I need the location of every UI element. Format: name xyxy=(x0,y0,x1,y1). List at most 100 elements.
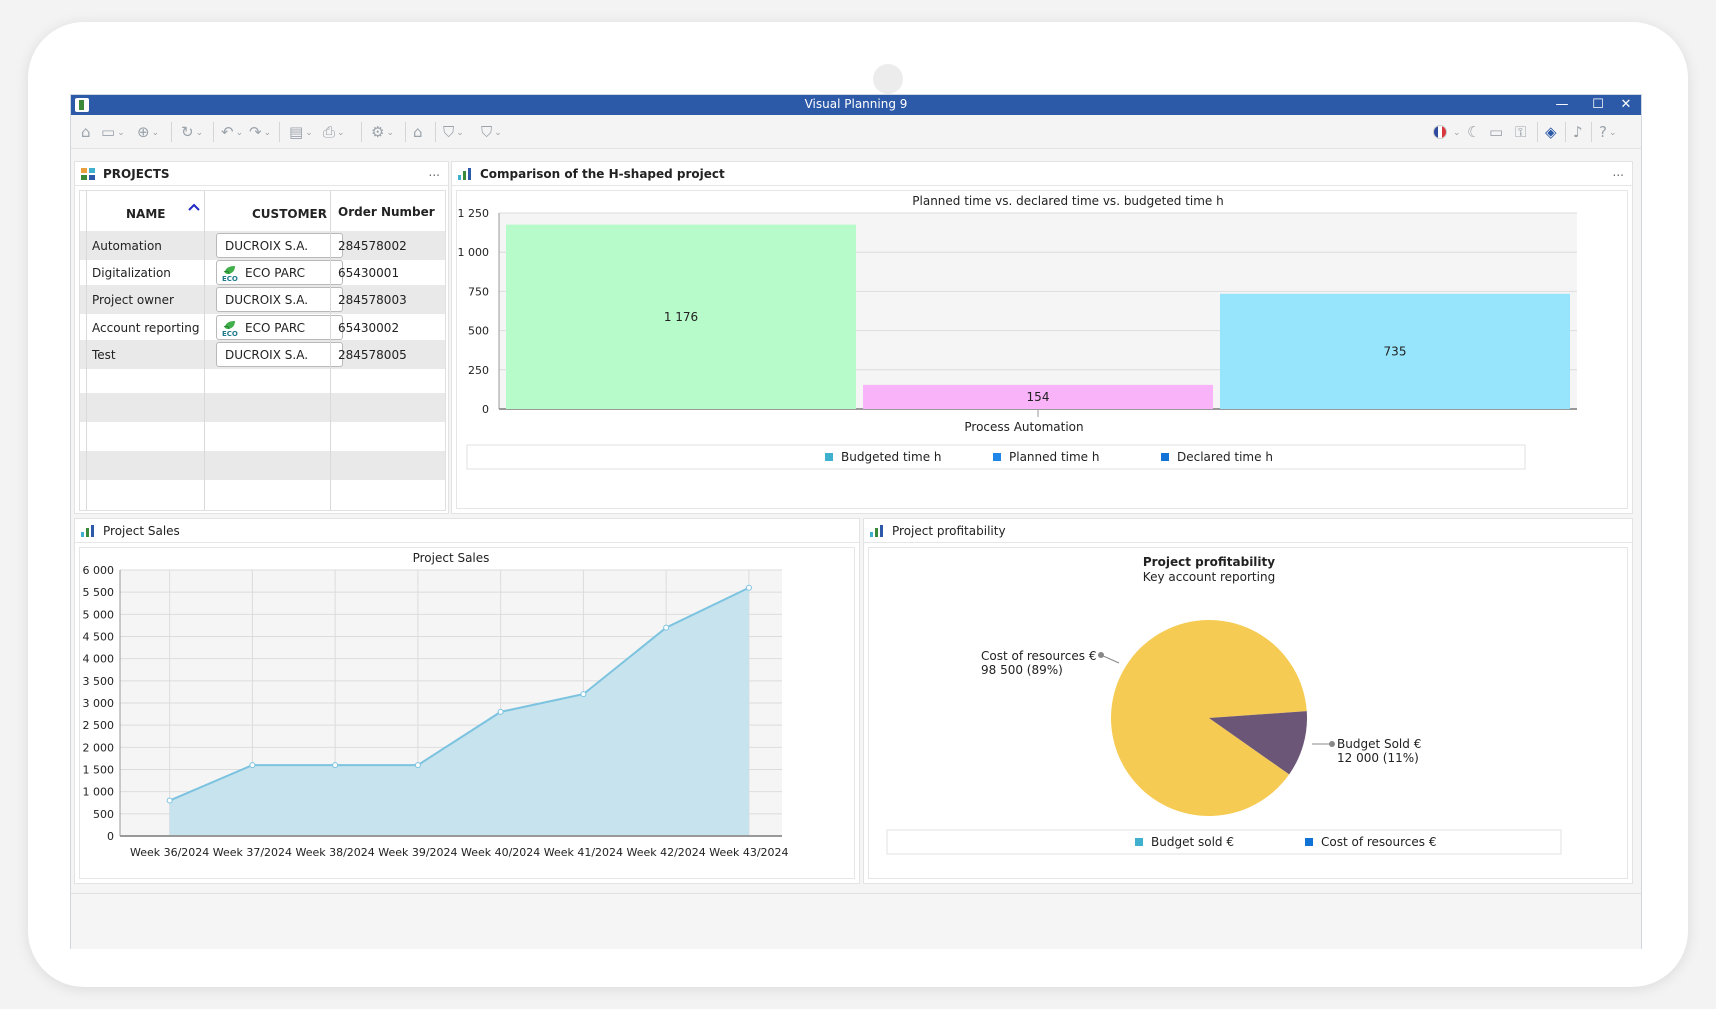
table-row[interactable]: Project owner DUCROIX S.A. 284578003 xyxy=(80,285,445,314)
data-point xyxy=(166,797,173,804)
customer-field[interactable]: ECO ECO PARC xyxy=(216,260,343,285)
chat-icon[interactable]: ◈ xyxy=(1545,123,1557,141)
language-flag-icon[interactable] xyxy=(1433,125,1447,139)
data-point xyxy=(745,584,752,591)
comparison-more-button[interactable]: ... xyxy=(1612,165,1624,179)
maximize-button[interactable]: ☐ xyxy=(1592,97,1604,112)
y-tick-label: 5 500 xyxy=(83,586,115,599)
legend-box xyxy=(886,829,1562,855)
profitability-panel-title: Project profitability xyxy=(892,524,1006,538)
save-icon[interactable]: ▭ ⌄ xyxy=(101,123,125,141)
night-mode-icon[interactable]: ☾ xyxy=(1467,123,1481,141)
dashboard-area: PROJECTS ... NAME CUSTOMER Order Number … xyxy=(71,149,1641,949)
table-row[interactable]: Account reporting ECO ECO PARC 65430002 xyxy=(80,313,445,342)
toolbar-divider xyxy=(171,122,172,142)
window-icon[interactable]: ▭ xyxy=(1489,123,1504,141)
profitability-panel: Project profitability Project profitabil… xyxy=(863,518,1633,884)
project-name-cell: Digitalization xyxy=(92,266,171,280)
y-tick-label: 6 000 xyxy=(83,564,115,577)
y-tick-label: 2 000 xyxy=(83,741,115,754)
sales-panel: Project Sales 0 500 1 000 1 500 2 000 2 500 3 … xyxy=(74,518,860,884)
bell-icon[interactable]: ♪ xyxy=(1573,123,1583,141)
y-tick-label: 3 000 xyxy=(83,697,115,710)
legend-swatch xyxy=(1135,838,1143,846)
svg-text:ECO: ECO xyxy=(222,330,238,337)
bar-data-label: 154 xyxy=(1027,390,1050,404)
y-tick-label: 750 xyxy=(468,285,489,298)
bar-chart-icon xyxy=(870,525,883,537)
projects-panel-title: PROJECTS xyxy=(103,167,170,181)
column-header-name[interactable]: NAME xyxy=(126,207,166,221)
minimize-button[interactable]: — xyxy=(1555,97,1569,112)
table-row[interactable]: Digitalization ECO ECO PARC 65430001 xyxy=(80,258,445,287)
language-dropdown-icon[interactable]: ⌄ xyxy=(1453,128,1461,138)
settings-icon[interactable]: ⚙ ⌄ xyxy=(371,123,394,141)
x-tick-label: Week 38/2024 xyxy=(295,846,374,859)
order-number-cell: 65430001 xyxy=(338,266,400,280)
project-name-cell: Project owner xyxy=(92,293,174,307)
projects-panel: PROJECTS ... NAME CUSTOMER Order Number … xyxy=(74,161,449,514)
customer-field[interactable]: DUCROIX S.A. xyxy=(216,233,343,258)
customer-field[interactable]: ECO ECO PARC xyxy=(216,315,343,340)
redo-icon[interactable]: ↷ ⌄ xyxy=(249,123,272,141)
empty-row xyxy=(80,451,445,480)
x-tick-label: Week 37/2024 xyxy=(213,846,292,859)
y-tick-label: 0 xyxy=(482,403,489,416)
print-icon[interactable]: ⎙ ⌄ xyxy=(323,123,345,141)
order-number-cell: 284578005 xyxy=(338,348,407,362)
project-name-cell: Test xyxy=(92,348,116,362)
bar-3 xyxy=(1220,293,1570,409)
customer-name: DUCROIX S.A. xyxy=(225,239,309,253)
svg-text:ECO: ECO xyxy=(222,275,238,282)
bar-chart-icon xyxy=(81,525,94,537)
comparison-panel-header: Comparison of the H-shaped project ... xyxy=(452,162,1632,186)
close-button[interactable]: ✕ xyxy=(1620,97,1632,112)
data-point xyxy=(497,708,504,715)
filter-alt-icon[interactable]: ⛉ ⌄ xyxy=(481,123,502,141)
projects-grid-icon xyxy=(81,168,95,180)
sort-ascending-icon[interactable] xyxy=(188,203,200,211)
y-tick-label: 1 500 xyxy=(83,764,115,777)
sales-area-chart: 0 500 1 000 1 500 2 000 2 500 3 000 3 500 4 000 4… xyxy=(83,551,789,859)
filter-icon[interactable]: ⛉ ⌄ xyxy=(443,123,464,141)
key-icon[interactable]: ⚿ xyxy=(1515,123,1527,141)
order-number-cell: 284578002 xyxy=(338,239,407,253)
x-tick-label: Week 39/2024 xyxy=(378,846,457,859)
project-name-cell: Account reporting xyxy=(92,321,200,335)
bar-chart-icon xyxy=(458,168,471,180)
legend-label: Budgeted time h xyxy=(841,450,942,464)
toolbar-divider xyxy=(1591,122,1592,142)
column-header-order-number[interactable]: Order Number xyxy=(338,205,435,219)
x-tick-label: Week 36/2024 xyxy=(130,846,209,859)
pie-slice-cost-of-resources xyxy=(1111,620,1307,816)
help-icon[interactable]: ? ⌄ xyxy=(1599,123,1617,141)
export-icon[interactable]: ▤ ⌄ xyxy=(289,123,313,141)
add-icon[interactable]: ⊕ ⌄ xyxy=(137,123,160,141)
legend-label: Budget sold € xyxy=(1151,835,1234,849)
camera-dot xyxy=(873,64,903,94)
app-logo-icon xyxy=(75,98,89,112)
customer-field[interactable]: DUCROIX S.A. xyxy=(216,342,343,367)
data-point xyxy=(414,762,421,769)
bank-icon[interactable]: ⌂ xyxy=(413,123,423,141)
x-tick-label: Week 42/2024 xyxy=(626,846,705,859)
column-header-customer[interactable]: CUSTOMER xyxy=(252,207,327,221)
chart-subtitle: Key account reporting xyxy=(1143,570,1275,584)
refresh-icon[interactable]: ↻ ⌄ xyxy=(181,123,204,141)
customer-name: ECO PARC xyxy=(245,266,306,280)
order-number-cell: 65430002 xyxy=(338,321,400,335)
undo-icon[interactable]: ↶ ⌄ xyxy=(221,123,244,141)
pie-label-cost-of-resources: Cost of resources € xyxy=(981,649,1096,663)
toolbar-divider xyxy=(361,122,362,142)
sales-panel-title: Project Sales xyxy=(103,524,180,538)
sales-line xyxy=(169,586,750,802)
table-row[interactable]: Test DUCROIX S.A. 284578005 xyxy=(80,340,445,369)
y-tick-label: 0 xyxy=(107,830,114,843)
y-tick-label: 5 000 xyxy=(83,608,115,621)
home-icon[interactable]: ⌂ xyxy=(81,123,91,141)
customer-field[interactable]: DUCROIX S.A. xyxy=(216,287,343,312)
projects-more-button[interactable]: ... xyxy=(428,165,440,179)
table-row[interactable]: Automation DUCROIX S.A. 284578002 xyxy=(80,231,445,260)
toolbar-divider xyxy=(405,122,406,142)
